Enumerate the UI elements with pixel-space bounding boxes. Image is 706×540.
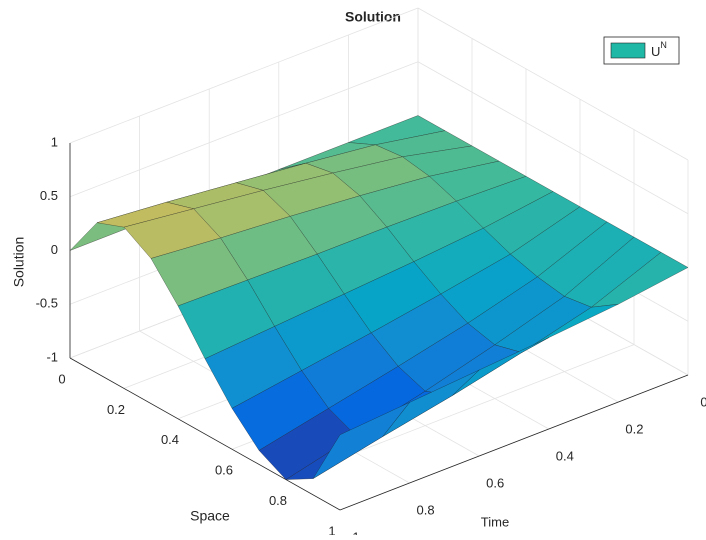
tick-labels: -1 -0.5 0 0.5 1 0 0.2 0.4 0.6 0.8 1 0 0.2 0.4 0.6 0.8 1 <box>36 134 706 540</box>
surface <box>69 115 689 480</box>
legend-label: UN <box>651 40 667 59</box>
z-tick-label: 0.5 <box>40 188 58 203</box>
legend-superscript: N <box>660 40 667 50</box>
surface-patch <box>312 402 410 479</box>
legend-swatch <box>610 42 646 59</box>
z-tick-label: 1 <box>51 134 58 149</box>
grid-line <box>69 7 419 144</box>
z-tick-label: -1 <box>46 349 58 364</box>
z-tick-label: 0 <box>51 242 58 257</box>
x-axis <box>69 357 341 511</box>
grid-line <box>69 61 419 198</box>
y-tick-label: 1 <box>352 529 359 535</box>
grid-line <box>417 61 689 215</box>
grid-line <box>417 7 689 161</box>
x-tick-label: 0.4 <box>161 432 179 447</box>
x-tick-label: 1 <box>328 523 335 535</box>
z-tick-label: -0.5 <box>36 296 58 311</box>
x-tick-label: 0.2 <box>107 402 125 417</box>
y-tick-label: 0.2 <box>625 421 643 436</box>
chart-title: Solution <box>345 9 401 25</box>
y-axis-label: Time <box>481 514 509 529</box>
legend-text: U <box>651 44 660 59</box>
y-tick-label: 0.4 <box>556 448 574 463</box>
x-tick-label: 0.8 <box>269 493 287 508</box>
y-tick-label: 0 <box>700 394 706 409</box>
z-axis-label: Solution <box>11 237 27 288</box>
legend: UN <box>603 36 680 65</box>
x-tick-label: 0 <box>58 371 65 386</box>
y-axis <box>339 374 689 511</box>
x-tick-label: 0.6 <box>215 463 233 478</box>
y-tick-label: 0.6 <box>486 475 504 490</box>
x-axis-label: Space <box>190 508 230 524</box>
y-tick-label: 0.8 <box>417 502 435 517</box>
